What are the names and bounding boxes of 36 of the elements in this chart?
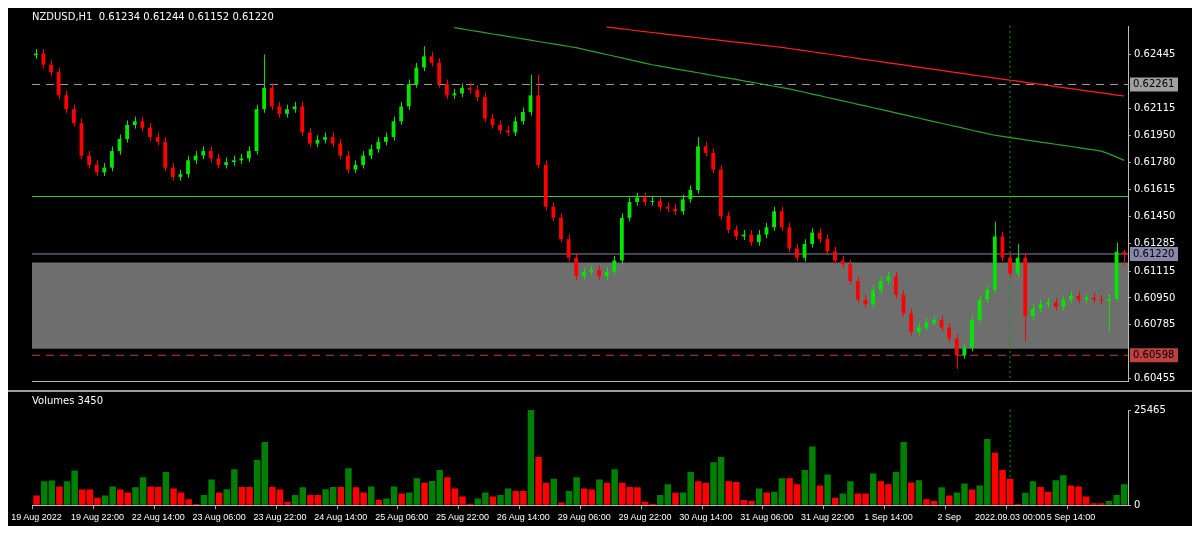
x-tick-label: 2 Sep	[937, 512, 962, 523]
chart-title: Volumes 3450	[32, 394, 104, 406]
x-tick-label: 31 Aug 06:00	[740, 512, 794, 523]
y-tick-label: 0.61285	[1134, 236, 1176, 248]
x-tick-label: 25 Aug 06:00	[375, 512, 429, 523]
y-tick-label: 0.61450	[1134, 210, 1176, 222]
x-tick-label: 30 Aug 14:00	[679, 512, 733, 523]
y-tick-label: 0.62445	[1134, 48, 1176, 60]
y-tick-label: 0.61780	[1134, 156, 1176, 168]
y-tick-label: 0.60950	[1134, 291, 1176, 303]
chart-title: NZDUSD,H1 0.61234 0.61244 0.61152 0.61220	[32, 10, 274, 22]
x-tick-label: 23 Aug 22:00	[253, 512, 307, 523]
ref-line-label: 0.61220	[1133, 247, 1175, 259]
x-tick-label: 1 Sep 14:00	[864, 512, 913, 523]
x-tick-label: 22 Aug 14:00	[131, 512, 185, 523]
x-tick-label: 5 Sep 14:00	[1046, 512, 1096, 523]
y-tick-label: 0.62115	[1134, 101, 1176, 113]
x-tick-label: 19 Aug 22:00	[70, 512, 124, 523]
x-tick-label: 31 Aug 22:00	[801, 512, 855, 523]
y-tick-label: 0.61615	[1134, 183, 1176, 195]
x-tick-label: 29 Aug 22:00	[618, 512, 672, 523]
x-tick-label: 29 Aug 06:00	[557, 512, 611, 523]
ref-line-label: 0.62261	[1133, 78, 1175, 90]
x-tick-label: 2022.09.03 00:00	[975, 512, 1046, 523]
ref-line-label: 0.60598	[1133, 348, 1175, 360]
y-tick-label: 0.60785	[1134, 318, 1176, 330]
y-tick-label: 0	[1134, 498, 1141, 510]
y-tick-label: 0.60455	[1134, 372, 1176, 384]
x-tick-label: 26 Aug 14:00	[496, 512, 550, 523]
y-tick-label: 0.61115	[1134, 264, 1176, 276]
x-tick-label: 24 Aug 14:00	[314, 512, 368, 523]
y-tick-label: 0.61950	[1134, 128, 1176, 140]
y-tick-label: 25465	[1134, 403, 1166, 415]
x-tick-label: 23 Aug 06:00	[192, 512, 246, 523]
x-tick-label: 19 Aug 2022	[11, 512, 62, 523]
x-tick-label: 25 Aug 22:00	[435, 512, 490, 523]
